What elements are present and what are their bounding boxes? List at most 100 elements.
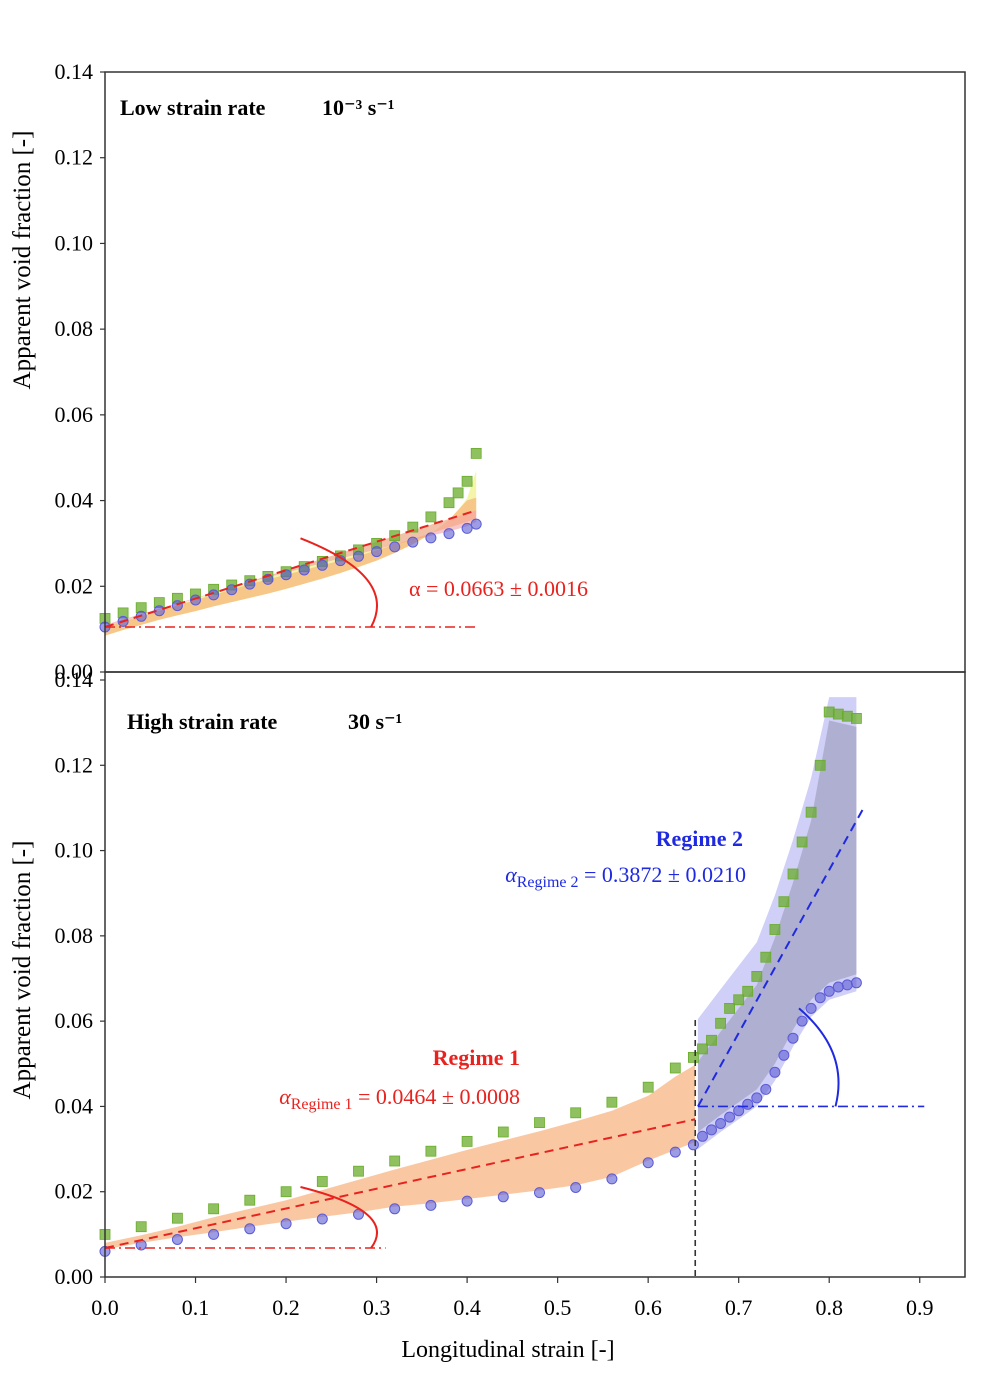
data-point-square bbox=[805, 806, 817, 818]
regime-2-annotation: αRegime 2 = 0.3872 ± 0.0210 bbox=[505, 862, 746, 891]
panel-low-strain-rate: 0.00 0.02 0.04 0.06 0.08 0.10 0.12 0.14 Low str… bbox=[9, 59, 966, 684]
angle-arc bbox=[300, 537, 378, 628]
band-regime-2 bbox=[697, 720, 857, 1132]
data-point-square bbox=[796, 836, 808, 848]
data-point-square bbox=[769, 924, 781, 935]
x-tick-label: 0.6 bbox=[634, 1295, 662, 1320]
data-point-circle bbox=[353, 550, 364, 562]
data-point-circle bbox=[461, 522, 473, 534]
data-point-circle bbox=[461, 1195, 473, 1207]
data-point-circle bbox=[742, 1098, 754, 1110]
data-point-square bbox=[606, 1096, 618, 1108]
data-point-square bbox=[452, 487, 464, 499]
data-point-circle bbox=[751, 1092, 763, 1104]
data-point-square bbox=[778, 896, 790, 908]
regime-1-annotation: αRegime 1 = 0.0464 ± 0.0008 bbox=[279, 1084, 520, 1113]
x-tick-label: 0.8 bbox=[815, 1295, 843, 1320]
fit-line bbox=[104, 509, 477, 628]
plot-frame-bottom bbox=[104, 671, 966, 1278]
data-point-circle bbox=[407, 536, 419, 548]
y-tick-label: 0.06 bbox=[55, 1008, 94, 1033]
data-point-square bbox=[244, 1194, 256, 1206]
panel-high-strain-rate: 0.00 0.02 0.04 0.06 0.08 0.10 0.12 0.14 0.0 0.1 0… bbox=[9, 667, 966, 1363]
data-point-square bbox=[407, 521, 419, 533]
x-axis-label: Longitudinal strain [-] bbox=[401, 1337, 614, 1363]
data-point-circle bbox=[724, 1111, 736, 1123]
data-point-circle bbox=[316, 1213, 328, 1225]
data-point-circle bbox=[642, 1157, 654, 1169]
data-point-circle bbox=[796, 1015, 808, 1027]
data-point-square bbox=[425, 1145, 437, 1157]
data-point-square bbox=[688, 1052, 699, 1063]
y-tick-label: 0.02 bbox=[55, 1179, 94, 1204]
y-tick-label: 0.14 bbox=[55, 59, 94, 84]
data-point-square bbox=[135, 1221, 147, 1233]
data-point-circle bbox=[706, 1124, 717, 1136]
y-tick-label: 0.10 bbox=[55, 838, 94, 863]
data-point-circle bbox=[244, 1223, 256, 1235]
data-point-square bbox=[814, 759, 826, 771]
data-point-circle bbox=[778, 1049, 790, 1061]
data-point-circle bbox=[208, 1228, 220, 1240]
y-tick-label: 0.12 bbox=[55, 145, 94, 170]
x-tick-label: 0.3 bbox=[363, 1295, 391, 1320]
data-point-circle bbox=[298, 564, 310, 576]
data-point-square bbox=[841, 710, 853, 722]
fit-line-regime-2 bbox=[697, 807, 865, 1107]
y-tick-label: 0.08 bbox=[55, 923, 94, 948]
data-point-square bbox=[171, 1212, 183, 1224]
y-tick-label: 0.00 bbox=[55, 1264, 94, 1289]
x-tick-label: 0.1 bbox=[182, 1295, 210, 1320]
data-point-square bbox=[724, 1003, 735, 1014]
data-point-square bbox=[461, 1136, 473, 1147]
data-point-square bbox=[425, 511, 437, 523]
x-tick-label: 0.2 bbox=[272, 1295, 300, 1320]
data-point-circle bbox=[769, 1066, 781, 1078]
data-point-circle bbox=[787, 1032, 799, 1044]
y-tick-label: 0.12 bbox=[55, 752, 94, 777]
band-regime-1 bbox=[105, 1064, 696, 1250]
data-point-square bbox=[760, 951, 772, 963]
data-point-circle bbox=[470, 518, 482, 530]
x-tick-label: 0.5 bbox=[544, 1295, 572, 1320]
data-point-circle bbox=[497, 1191, 509, 1203]
data-point-square bbox=[280, 1186, 292, 1198]
data-point-square bbox=[497, 1126, 509, 1138]
data-point-circle bbox=[425, 532, 437, 544]
x-tick-label: 0.0 bbox=[91, 1295, 119, 1320]
data-point-circle bbox=[715, 1118, 727, 1129]
data-point-square bbox=[208, 1203, 220, 1215]
x-tick-label: 0.4 bbox=[453, 1295, 481, 1320]
data-point-circle bbox=[280, 569, 292, 581]
data-point-square bbox=[570, 1107, 582, 1119]
data-point-square bbox=[353, 1165, 364, 1177]
data-point-circle bbox=[171, 600, 183, 612]
data-point-square bbox=[742, 985, 754, 997]
y-tick-label: 0.04 bbox=[55, 1093, 94, 1118]
data-point-circle bbox=[805, 1002, 817, 1014]
y-axis-label: Apparent void fraction [-] bbox=[9, 841, 36, 1100]
panel-title-rate: 10⁻³ s⁻¹ bbox=[322, 95, 394, 120]
data-point-square bbox=[669, 1062, 681, 1074]
data-point-circle bbox=[760, 1083, 772, 1095]
data-point-square bbox=[443, 497, 455, 509]
y-tick-label: 0.02 bbox=[55, 573, 94, 598]
y-tick-label: 0.10 bbox=[55, 230, 94, 255]
data-point-square bbox=[787, 868, 799, 880]
data-point-square bbox=[534, 1117, 545, 1128]
y-axis-label: Apparent void fraction [-] bbox=[9, 131, 36, 390]
panel-title-label: High strain rate bbox=[127, 709, 278, 734]
data-point-square bbox=[389, 1155, 401, 1167]
data-point-square bbox=[697, 1043, 708, 1055]
y-tick-label: 0.04 bbox=[55, 488, 94, 513]
y-tick-label: 0.00 bbox=[55, 659, 94, 684]
data-point-circle bbox=[280, 1218, 292, 1230]
data-point-square bbox=[642, 1081, 654, 1093]
data-point-square bbox=[461, 475, 473, 487]
data-point-circle bbox=[669, 1146, 681, 1158]
data-point-circle bbox=[823, 985, 835, 997]
data-point-circle bbox=[371, 546, 383, 558]
data-point-square bbox=[715, 1017, 726, 1029]
angle-arc-regime-1 bbox=[300, 1186, 378, 1249]
fit-annotation: α = 0.0663 ± 0.0016 bbox=[409, 576, 588, 601]
